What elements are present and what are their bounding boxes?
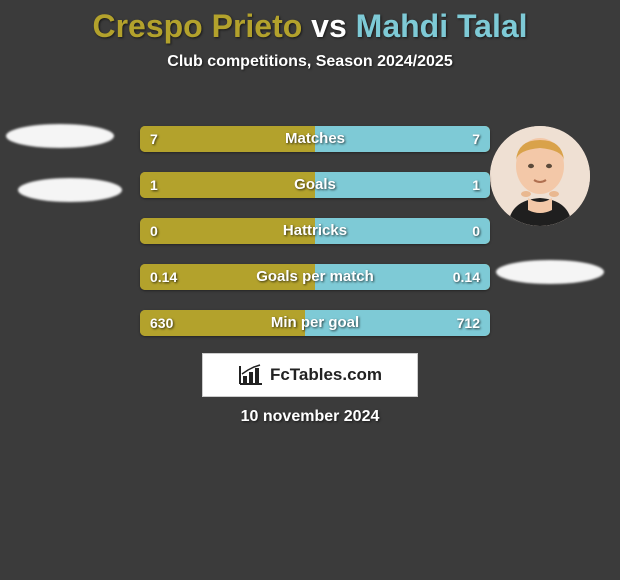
stat-label: Hattricks xyxy=(140,218,490,244)
stat-label: Goals xyxy=(140,172,490,198)
brand-text: FcTables.com xyxy=(270,365,382,385)
stat-row-matches: 77Matches xyxy=(140,126,490,152)
date-line: 10 november 2024 xyxy=(0,408,620,426)
page-title: Crespo Prieto vs Mahdi Talal xyxy=(0,0,620,45)
avatar-shadow-left-bottom xyxy=(18,178,122,202)
title-player2: Mahdi Talal xyxy=(356,8,528,44)
stat-label: Matches xyxy=(140,126,490,152)
avatar-shadow-left-top xyxy=(6,124,114,148)
stat-row-hattricks: 00Hattricks xyxy=(140,218,490,244)
stat-row-goals: 11Goals xyxy=(140,172,490,198)
stat-label: Min per goal xyxy=(140,310,490,336)
brand-box[interactable]: FcTables.com xyxy=(202,353,418,397)
stat-row-goals-per-match: 0.140.14Goals per match xyxy=(140,264,490,290)
stats-bars: 77Matches 11Goals 00Hattricks 0.140.14Goals… xyxy=(140,126,490,356)
avatar-shadow-right xyxy=(496,260,604,284)
chart-icon xyxy=(238,364,264,386)
title-vs: vs xyxy=(311,8,347,44)
title-player1: Crespo Prieto xyxy=(92,8,302,44)
avatar-player2 xyxy=(490,126,590,226)
stat-label: Goals per match xyxy=(140,264,490,290)
subtitle: Club competitions, Season 2024/2025 xyxy=(0,53,620,71)
stat-row-min-per-goal: 630712Min per goal xyxy=(140,310,490,336)
